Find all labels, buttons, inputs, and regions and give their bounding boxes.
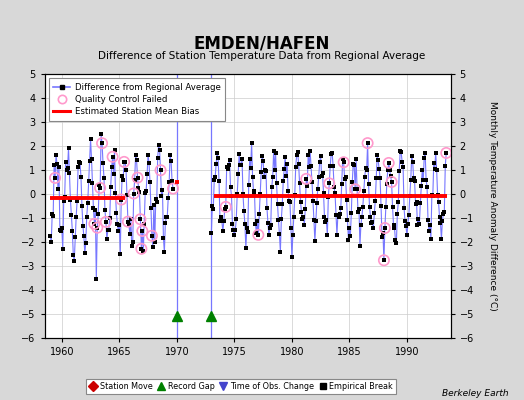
Point	[137, 246, 146, 252]
Point	[156, 167, 165, 174]
Point	[129, 190, 138, 197]
Point	[380, 225, 389, 231]
Point	[108, 154, 117, 160]
Point	[254, 232, 263, 238]
Point	[102, 219, 110, 225]
Point	[124, 218, 132, 225]
Y-axis label: Monthly Temperature Anomaly Difference (°C): Monthly Temperature Anomaly Difference (…	[488, 101, 497, 311]
Point	[340, 159, 348, 166]
Point	[364, 140, 372, 146]
Point	[93, 224, 102, 231]
Point	[136, 216, 145, 222]
Point	[90, 221, 99, 227]
Point	[138, 228, 147, 234]
Text: Berkeley Earth: Berkeley Earth	[442, 389, 508, 398]
Point	[117, 196, 125, 203]
Point	[98, 140, 106, 146]
Point	[222, 204, 230, 210]
Legend: Station Move, Record Gap, Time of Obs. Change, Empirical Break: Station Move, Record Gap, Time of Obs. C…	[86, 378, 396, 394]
Point	[380, 257, 388, 264]
Legend: Difference from Regional Average, Quality Control Failed, Estimated Station Mean: Difference from Regional Average, Qualit…	[49, 78, 225, 121]
Point	[325, 180, 333, 186]
Text: EMDEN/HAFEN: EMDEN/HAFEN	[194, 34, 330, 52]
Point	[387, 179, 396, 185]
Point	[385, 160, 393, 166]
Point	[169, 185, 177, 192]
Point	[302, 176, 310, 182]
Point	[442, 150, 451, 156]
Point	[133, 174, 141, 181]
Text: Difference of Station Temperature Data from Regional Average: Difference of Station Temperature Data f…	[99, 51, 425, 61]
Point	[120, 159, 128, 165]
Point	[148, 232, 156, 239]
Point	[351, 186, 359, 192]
Point	[96, 185, 104, 191]
Point	[51, 175, 59, 181]
